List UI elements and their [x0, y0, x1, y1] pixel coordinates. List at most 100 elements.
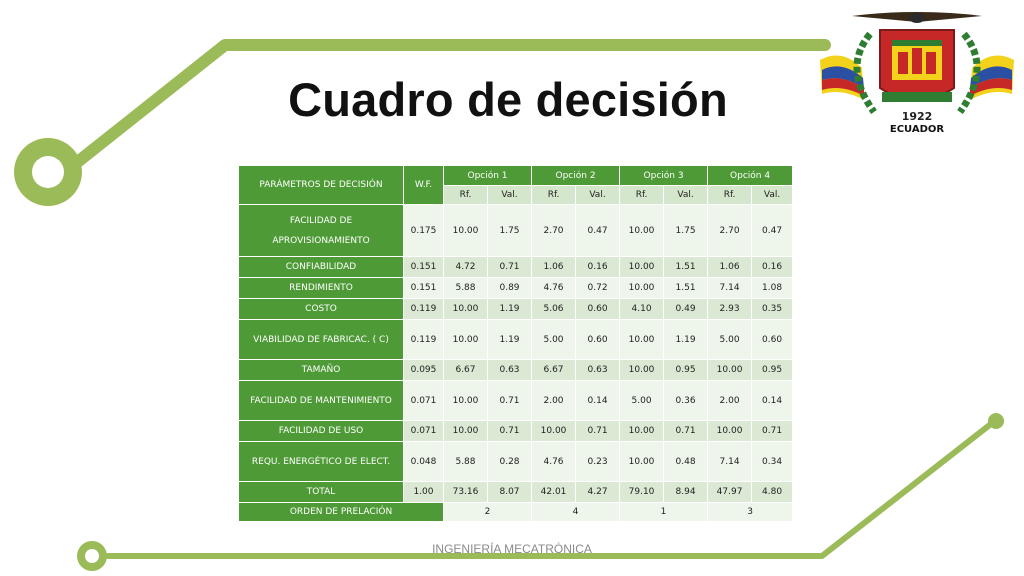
val-cell: 0.14 — [575, 380, 621, 421]
val-cell: 0.71 — [486, 420, 533, 442]
rf-cell: 10.00 — [531, 420, 577, 442]
sub-header-rf: Rf. — [443, 185, 488, 205]
ranking-cell: 4 — [531, 502, 621, 522]
rf-cell: 2.70 — [707, 204, 753, 257]
row-label: VIABILIDAD DE FABRICAC. ( C) — [238, 319, 404, 360]
val-cell: 1.51 — [663, 256, 709, 278]
val-cell: 0.95 — [663, 359, 709, 381]
row-label: COSTO — [238, 298, 404, 320]
rf-cell: 1.06 — [707, 256, 753, 278]
table-row: COSTO 0.119 10.00 1.19 5.06 0.60 4.10 0.49 2.93 0… — [238, 298, 794, 320]
val-cell: 0.47 — [751, 204, 794, 257]
val-cell: 8.07 — [486, 481, 533, 503]
rf-cell: 10.00 — [707, 359, 753, 381]
emblem-country: ECUADOR — [890, 124, 945, 135]
rf-cell: 10.00 — [619, 277, 665, 299]
val-cell: 0.89 — [486, 277, 533, 299]
rf-cell: 10.00 — [619, 441, 665, 482]
option-1-header: Opción 1 — [442, 165, 533, 186]
rf-cell: 4.76 — [531, 277, 577, 299]
val-cell: 0.16 — [575, 256, 621, 278]
row-label: FACILIDAD DE APROVISIONAMIENTO — [238, 204, 404, 257]
option-2-header: Opción 2 — [531, 165, 621, 186]
table-row: FACILIDAD DE MANTENIMIENTO 0.071 10.00 0.71… — [238, 380, 794, 421]
row-label: FACILIDAD DE MANTENIMIENTO — [238, 380, 404, 421]
row-label: TAMAÑO — [238, 359, 404, 381]
rf-cell: 10.00 — [619, 204, 665, 257]
rf-cell: 10.00 — [707, 420, 753, 442]
val-cell: 0.60 — [575, 319, 621, 360]
row-label: CONFIABILIDAD — [238, 256, 404, 278]
table-row: CONFIABILIDAD 0.151 4.72 0.71 1.06 0.16 10.00 1… — [238, 256, 794, 278]
rf-cell: 10.00 — [619, 420, 665, 442]
val-cell: 0.71 — [486, 256, 533, 278]
val-cell: 1.19 — [486, 319, 533, 360]
val-cell: 0.23 — [575, 441, 621, 482]
rf-cell: 5.88 — [443, 441, 488, 482]
option-3-header: Opción 3 — [619, 165, 709, 186]
weight-factor-cell: 0.071 — [403, 380, 444, 421]
wf-header: W.F. — [403, 165, 444, 205]
sub-header-val: Val. — [751, 185, 794, 205]
rf-cell: 6.67 — [443, 359, 488, 381]
val-cell: 1.19 — [486, 298, 533, 320]
rf-cell: 10.00 — [443, 380, 488, 421]
val-cell: 0.14 — [751, 380, 794, 421]
table-row: REQU. ENERGÉTICO DE ELECT. 0.048 5.88 0.28 4… — [238, 441, 794, 482]
page-title: Cuadro de decisión — [288, 73, 728, 126]
sub-header-rf: Rf. — [707, 185, 753, 205]
rf-cell: 10.00 — [443, 298, 488, 320]
rf-cell: 2.70 — [531, 204, 577, 257]
val-cell: 0.71 — [663, 420, 709, 442]
rf-cell: 5.00 — [531, 319, 577, 360]
rf-cell: 10.00 — [443, 204, 488, 257]
weight-factor-cell: 0.048 — [403, 441, 444, 482]
weight-factor-cell: 0.095 — [403, 359, 444, 381]
emblem-year: 1922 — [902, 110, 933, 123]
table-row: FACILIDAD DE APROVISIONAMIENTO 0.175 10.00… — [238, 204, 794, 257]
val-cell: 0.60 — [575, 298, 621, 320]
table-row: RENDIMIENTO 0.151 5.88 0.89 4.76 0.72 10.00 1.5… — [238, 277, 794, 299]
val-cell: 0.71 — [751, 420, 794, 442]
val-cell: 4.80 — [751, 481, 794, 503]
ranking-cell: 2 — [442, 502, 533, 522]
rf-cell: 10.00 — [443, 319, 488, 360]
rf-cell: 10.00 — [619, 319, 665, 360]
val-cell: 0.49 — [663, 298, 709, 320]
rf-cell: 2.00 — [707, 380, 753, 421]
val-cell: 0.95 — [751, 359, 794, 381]
ranking-label: ORDEN DE PRELACIÓN — [238, 502, 444, 522]
sub-header-rf: Rf. — [531, 185, 577, 205]
val-cell: 0.28 — [486, 441, 533, 482]
row-label: RENDIMIENTO — [238, 277, 404, 299]
ranking-cell: 3 — [707, 502, 794, 522]
sub-header-val: Val. — [486, 185, 533, 205]
weight-factor-cell: 0.119 — [403, 319, 444, 360]
rf-cell: 5.00 — [619, 380, 665, 421]
rf-cell: 5.00 — [707, 319, 753, 360]
rf-cell: 10.00 — [443, 420, 488, 442]
weight-factor-cell: 0.151 — [403, 277, 444, 299]
val-cell: 0.63 — [486, 359, 533, 381]
val-cell: 1.08 — [751, 277, 794, 299]
rf-cell: 7.14 — [707, 441, 753, 482]
total-row: TOTAL 1.00 73.16 8.07 42.01 4.27 79.10 8.94 47.9… — [238, 481, 794, 503]
decision-table-body: FACILIDAD DE APROVISIONAMIENTO 0.175 10.00… — [238, 204, 794, 522]
val-cell: 0.35 — [751, 298, 794, 320]
ranking-cell: 1 — [619, 502, 709, 522]
sub-header-val: Val. — [575, 185, 621, 205]
val-cell: 0.71 — [486, 380, 533, 421]
val-cell: 1.75 — [663, 204, 709, 257]
weight-factor-cell: 0.151 — [403, 256, 444, 278]
val-cell: 0.36 — [663, 380, 709, 421]
weight-factor-cell: 0.119 — [403, 298, 444, 320]
rf-cell: 73.16 — [443, 481, 488, 503]
param-header: PARÁMETROS DE DECISIÓN — [238, 165, 404, 205]
option-4-header: Opción 4 — [707, 165, 794, 186]
rf-cell: 4.76 — [531, 441, 577, 482]
val-cell: 0.60 — [751, 319, 794, 360]
rf-cell: 5.06 — [531, 298, 577, 320]
rf-cell: 47.97 — [707, 481, 753, 503]
rf-cell: 10.00 — [619, 256, 665, 278]
